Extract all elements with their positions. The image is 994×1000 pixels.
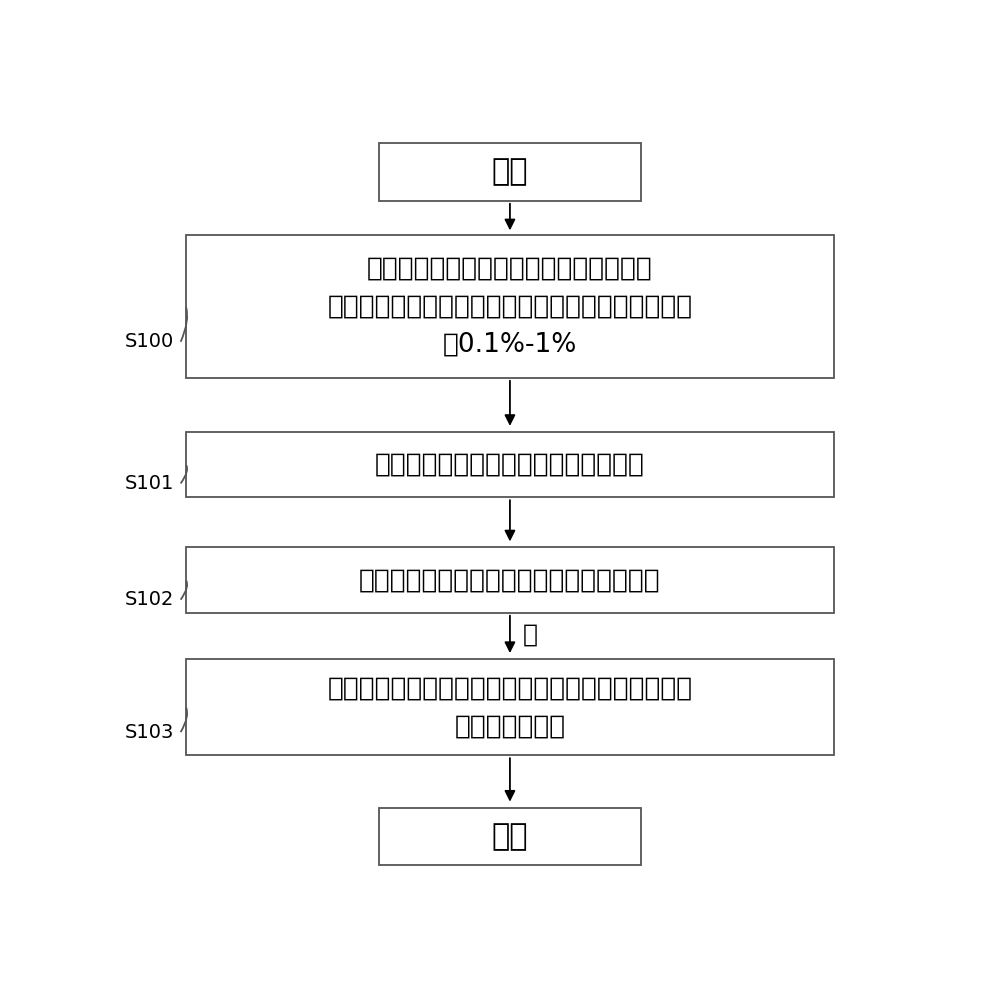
Text: S101: S101 [125, 474, 174, 493]
Text: 对待调电阻以蛇形刀口进行第一次切割，
以使待调电阻的阻值精度达到预定精度，预定精度介
于0.1%-1%: 对待调电阻以蛇形刀口进行第一次切割， 以使待调电阻的阻值精度达到预定精度，预定精… [327, 256, 692, 358]
FancyBboxPatch shape [186, 659, 833, 755]
Text: 结束: 结束 [491, 822, 528, 851]
FancyBboxPatch shape [379, 808, 640, 865]
Text: S100: S100 [125, 332, 174, 351]
Text: 开始: 开始 [491, 157, 528, 186]
FancyBboxPatch shape [186, 547, 833, 613]
FancyBboxPatch shape [186, 235, 833, 378]
FancyBboxPatch shape [379, 143, 640, 201]
FancyBboxPatch shape [186, 432, 833, 497]
Text: 确定激光调阻方案为依次以蛇形刀口和对切刀口对毛
坯电阻进行切割: 确定激光调阻方案为依次以蛇形刀口和对切刀口对毛 坯电阻进行切割 [327, 675, 692, 739]
Text: 判断待调电阻的阻值精度是否达到目标精度: 判断待调电阻的阻值精度是否达到目标精度 [359, 567, 660, 593]
Text: 是: 是 [523, 622, 538, 646]
Text: S103: S103 [125, 723, 174, 742]
Text: S102: S102 [125, 590, 174, 609]
Text: 对待调电阻以对切刀口进行第二次切割: 对待调电阻以对切刀口进行第二次切割 [375, 452, 644, 478]
